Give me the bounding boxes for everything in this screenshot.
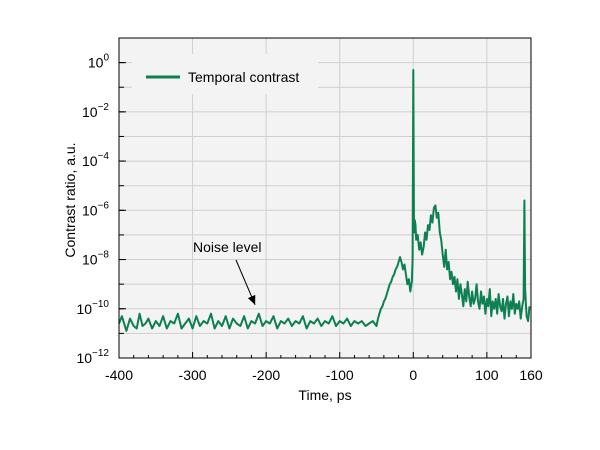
grid xyxy=(119,38,531,358)
legend-label: Temporal contrast xyxy=(188,69,299,85)
x-axis-ticks: -400 -300 -200 -100 0 100 160 xyxy=(105,352,543,383)
noise-level-annotation: Noise level xyxy=(193,239,261,305)
y-tick-label: 10−4 xyxy=(82,151,109,169)
y-tick-label: 10−2 xyxy=(82,102,109,120)
annotation-arrowhead xyxy=(247,294,256,305)
x-tick-label: 0 xyxy=(409,367,417,383)
y-axis-ticks: 100 10−2 10−4 10−6 10−8 10−10 10−12 xyxy=(76,53,126,366)
series-line-temporal-contrast xyxy=(118,69,531,332)
legend-box xyxy=(132,54,318,94)
x-tick-label: 160 xyxy=(519,367,543,383)
x-tick-label: -100 xyxy=(326,367,354,383)
x-tick-label: -200 xyxy=(252,367,280,383)
y-axis-label: Contrast ratio, a.u. xyxy=(62,142,78,257)
x-axis-label: Time, ps xyxy=(298,387,351,403)
y-tick-label: 10−6 xyxy=(82,200,109,218)
series-layer xyxy=(118,69,531,332)
y-tick-label: 100 xyxy=(88,53,110,71)
legend: Temporal contrast xyxy=(132,54,318,94)
annotation-text: Noise level xyxy=(193,239,261,255)
y-tick-label: 10−8 xyxy=(82,250,109,268)
x-tick-label: 100 xyxy=(475,367,499,383)
y-tick-label: 10−12 xyxy=(76,348,109,366)
y-tick-label: 10−10 xyxy=(76,299,109,317)
plot-frame xyxy=(118,37,532,359)
x-tick-label: -400 xyxy=(105,367,133,383)
x-tick-label: -300 xyxy=(179,367,207,383)
